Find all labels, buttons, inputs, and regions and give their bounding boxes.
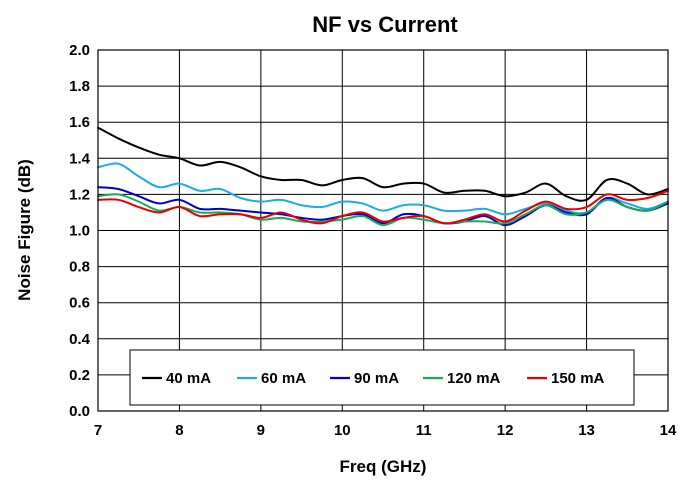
y-tick-label: 1.8 [69,78,90,95]
chart-title: NF vs Current [312,12,458,37]
y-tick-label: 1.0 [69,223,90,240]
y-tick-label: 1.4 [69,150,91,167]
y-tick-label: 0.8 [69,259,90,276]
y-axis-label: Noise Figure (dB) [15,159,34,301]
legend-box [129,349,635,406]
x-tick-label: 7 [94,422,102,439]
legend: 40 mA 60 mA 90 mA 120 mA 150 mA [129,349,635,406]
y-tick-label: 2.0 [69,42,90,59]
legend-label-150-ma: 150 mA [551,370,605,387]
x-axis-label: Freq (GHz) [340,457,427,476]
legend-label-40-ma: 40 mA [166,370,211,387]
x-tick-label: 8 [175,422,183,439]
y-tick-label: 1.6 [69,114,90,131]
legend-label-90-ma: 90 mA [354,370,399,387]
y-tick-label: 0.6 [69,295,90,312]
x-tick-label: 10 [334,422,351,439]
series-lines [97,126,669,227]
series-line-150-ma [97,189,669,225]
x-tick-label: 11 [416,422,432,439]
plot-frame [97,49,669,412]
y-tick-label: 0.0 [69,403,90,420]
series-line-90-ma [97,186,669,227]
y-tick-label: 0.2 [69,367,90,384]
grid-lines [97,49,669,412]
legend-label-60-ma: 60 mA [261,370,306,387]
y-tick-label: 0.4 [69,331,91,348]
x-tick-label: 9 [257,422,265,439]
series-line-60-ma [97,162,669,216]
y-tick-label: 1.2 [69,186,90,203]
series-line-120-ma [97,193,669,227]
legend-label-120-ma: 120 mA [447,370,501,387]
x-tick-label: 13 [578,422,595,439]
x-tick-label: 14 [660,422,677,439]
x-tick-label: 12 [497,422,514,439]
series-line-40-ma [97,126,669,202]
tick-labels: 7 8 9 10 11 12 13 14 0.0 0.2 0.4 0.6 0.8 1.0 1.2 1.4 1.6… [69,42,677,439]
